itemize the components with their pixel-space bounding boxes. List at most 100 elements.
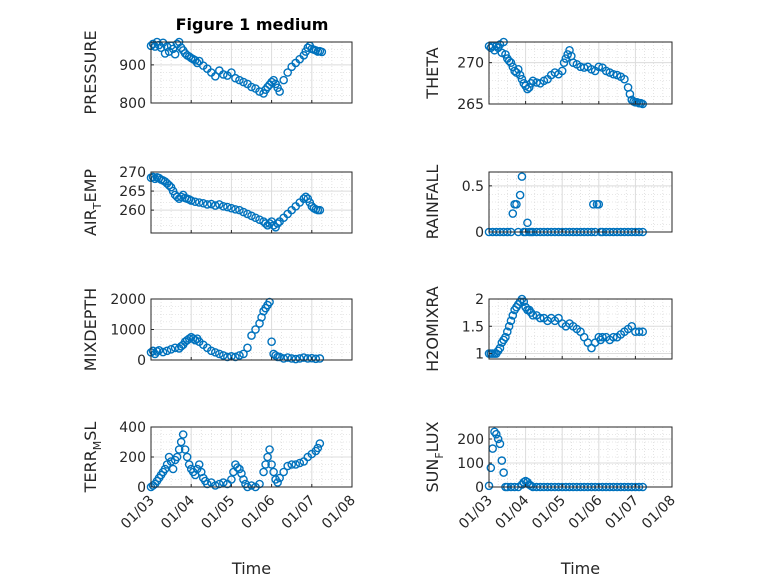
y-axis-label: THETA: [423, 47, 442, 99]
axes-box: [150, 41, 353, 104]
data-point: [198, 198, 208, 208]
data-point: [269, 467, 278, 477]
data-point: [508, 209, 518, 218]
data-point: [565, 45, 574, 55]
y-tick-label: 0: [137, 480, 146, 496]
data-point: [211, 348, 220, 357]
data-point: [194, 198, 204, 207]
y-tick-label: 270: [119, 165, 146, 181]
data-point: [559, 58, 569, 67]
data-point: [180, 445, 190, 454]
data-point: [526, 79, 536, 88]
data-point: [231, 73, 240, 83]
data-point: [508, 311, 518, 320]
data-point: [202, 200, 212, 209]
x-tick-label: 01/07: [602, 493, 642, 533]
axes-box: [488, 171, 673, 233]
data-point: [211, 201, 220, 210]
data-point: [299, 353, 309, 362]
data-point: [517, 172, 527, 181]
data-point: [202, 479, 212, 489]
data-point: [524, 83, 534, 92]
data-point: [243, 343, 252, 353]
data-point: [267, 460, 276, 469]
data-point: [283, 68, 292, 77]
data-point: [279, 467, 288, 477]
data-point: [186, 196, 196, 205]
data-point: [261, 460, 270, 469]
y-axis-label: MIXDEPTH: [81, 288, 100, 371]
data-point: [219, 351, 228, 360]
data-point: [194, 460, 204, 469]
data-point: [251, 213, 260, 223]
data-point: [190, 335, 200, 345]
data-point: [638, 327, 648, 337]
x-tick-label: 01/03: [456, 493, 496, 533]
data-point: [287, 460, 297, 469]
series-theta: [484, 37, 648, 109]
series-rainfall: [484, 172, 648, 237]
series-mixdepth: [146, 297, 325, 364]
data-point: [279, 354, 288, 363]
data-point: [609, 69, 618, 79]
data-point: [263, 452, 272, 462]
axes-box: [488, 41, 673, 105]
data-point: [315, 439, 325, 448]
data-point: [182, 452, 192, 462]
data-point: [174, 445, 184, 454]
data-point: [239, 77, 248, 87]
y-tick-label: 0: [137, 353, 146, 369]
x-tick-label: 01/04: [158, 492, 198, 532]
data-point: [235, 75, 244, 85]
data-point: [287, 354, 297, 363]
data-point: [255, 215, 264, 224]
data-point: [535, 313, 545, 323]
data-point: [519, 297, 529, 307]
data-point: [519, 477, 529, 487]
data-point: [215, 200, 224, 209]
data-point: [269, 221, 278, 230]
data-point: [589, 200, 598, 209]
data-point: [156, 43, 166, 53]
data-point: [265, 445, 274, 454]
data-point: [495, 343, 505, 353]
data-point: [620, 74, 629, 84]
data-point: [227, 68, 236, 77]
y-tick-label: 265: [119, 184, 146, 200]
y-tick-label: 0: [475, 225, 484, 241]
data-point: [166, 345, 176, 354]
data-point: [598, 332, 607, 342]
subplot-terr-msl: 0 200 400 01/03 01/04 01/05 01/06 01/07 01/08 TER…: [81, 420, 359, 578]
data-point: [291, 354, 301, 364]
y-axis-label: PRESSURE: [81, 30, 100, 114]
data-point: [273, 478, 282, 487]
data-point: [235, 464, 244, 474]
y-tick-label: 1000: [110, 323, 146, 339]
data-point: [501, 332, 510, 342]
data-point: [170, 49, 180, 59]
y-axis-label: TERRMSL: [81, 422, 104, 494]
data-point: [271, 351, 280, 360]
y-tick-label: 265: [457, 97, 484, 113]
axes-box: [488, 426, 673, 488]
data-point: [148, 172, 158, 182]
data-point: [235, 205, 244, 215]
data-point: [243, 209, 252, 219]
x-axis-label: Time: [560, 559, 600, 578]
data-point: [190, 197, 200, 207]
data-point: [160, 464, 170, 474]
data-point: [184, 334, 194, 343]
subplot-theta: 265 270 THETA: [423, 37, 673, 113]
data-point: [176, 437, 186, 447]
data-point: [170, 343, 180, 353]
y-tick-label: 200: [119, 450, 146, 466]
data-point: [492, 429, 501, 439]
data-point: [231, 205, 240, 214]
data-point: [211, 481, 220, 490]
series-terr-msl: [146, 430, 325, 492]
y-tick-label: 0: [475, 480, 484, 496]
y-tick-label: 100: [457, 456, 484, 472]
x-tick-label: 01/05: [529, 493, 569, 533]
x-tick-label: 01/06: [239, 492, 279, 532]
y-axis-label: H2OMIXRA: [423, 286, 442, 372]
